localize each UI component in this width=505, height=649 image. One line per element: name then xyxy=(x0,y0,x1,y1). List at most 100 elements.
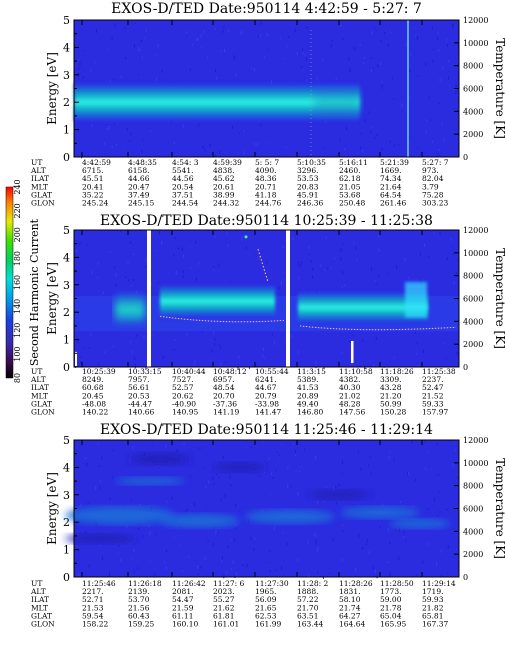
table-cell: 164.64 xyxy=(339,620,365,629)
y2-tick-label: 8000 xyxy=(463,272,483,281)
y2-tick-label: 6000 xyxy=(463,295,483,304)
table-cell: 11:10:58 xyxy=(339,367,373,376)
table-cell: 21.64 xyxy=(380,182,402,191)
table-cell: 52.71 xyxy=(82,595,103,604)
table-cell: 53.53 xyxy=(297,174,319,183)
table-cell: 250.48 xyxy=(339,199,365,208)
table-cell: 7527. xyxy=(172,375,193,384)
y2-tick-label: 12000 xyxy=(463,436,488,445)
table-cell: 5541. xyxy=(172,166,193,175)
colorbar-tick-label: 100 xyxy=(13,346,22,361)
colorbar: 80 100 120 140 160 180 200 220 240 Second Harmoni… xyxy=(5,179,41,383)
colorbar-tick-label: 160 xyxy=(13,275,22,290)
table-cell: 11:26:42 xyxy=(172,579,206,588)
table-row-label: GLON xyxy=(31,199,55,208)
scatter-trace xyxy=(257,249,269,283)
y-tick-label: 0 xyxy=(63,151,70,164)
table-cell: 5:10:35 xyxy=(297,158,326,167)
table-cell: 5: 5: 7 xyxy=(255,158,279,167)
y-tick-label: 3 xyxy=(63,69,70,82)
table-cell: 165.95 xyxy=(380,620,406,629)
chart-title: EXOS-D/TED Date:950114 10:25:39 - 11:25:… xyxy=(100,213,433,229)
intensity-blob-2 xyxy=(245,509,335,524)
table-cell: 973. xyxy=(422,166,439,175)
low-intensity-blob-1 xyxy=(215,462,265,473)
table-cell: -33.98 xyxy=(255,399,279,408)
chart-panel-3: EXOS-D/TED Date:950114 11:25:46 - 11:29:… xyxy=(30,422,505,629)
table-cell: -37.36 xyxy=(213,399,237,408)
table-cell: 4838. xyxy=(213,166,234,175)
data-gap-4 xyxy=(75,351,77,366)
table-cell: 21.62 xyxy=(213,603,235,612)
y-tick-label: 4 xyxy=(63,41,70,54)
table-cell: 6957. xyxy=(213,375,234,384)
colorbar-tick-label: 80 xyxy=(13,373,22,383)
table-cell: 246.36 xyxy=(297,199,323,208)
table-cell: 4:42:59 xyxy=(82,158,111,167)
y-tick-label: 5 xyxy=(63,224,70,237)
table-row-label: ILAT xyxy=(31,383,49,392)
table-row-label: ALT xyxy=(30,166,46,175)
table-cell: 140.66 xyxy=(128,408,154,417)
energy-band-bright xyxy=(405,282,427,318)
table-cell: 20.71 xyxy=(255,182,276,191)
table-cell: 21.52 xyxy=(422,391,444,400)
table-cell: 244.54 xyxy=(172,199,198,208)
table-cell: 8249. xyxy=(82,375,103,384)
y2-tick-label: 12000 xyxy=(463,16,488,25)
y2-tick-label: 10000 xyxy=(463,249,488,258)
table-cell: 5:21:39 xyxy=(380,158,409,167)
table-cell: 161.01 xyxy=(213,620,239,629)
table-cell: 7957. xyxy=(128,375,149,384)
table-cell: 52.47 xyxy=(422,383,444,392)
orbit-table: UTALTILATMLTGLATGLON4:42:596715.45.5120.… xyxy=(30,158,449,208)
table-cell: 60.43 xyxy=(128,611,150,620)
table-row-label: MLT xyxy=(31,603,48,612)
table-cell: 11:27:30 xyxy=(255,579,289,588)
y2-tick-label: 8000 xyxy=(463,482,483,491)
table-row-label: GLON xyxy=(31,620,55,629)
table-row-label: UT xyxy=(31,158,42,167)
orbit-table: UTALTILATMLTGLATGLON11:25:462217.52.7121… xyxy=(30,579,456,629)
y2-tick-label: 0 xyxy=(463,363,468,372)
colorbar-tick-label: 180 xyxy=(13,251,22,266)
table-cell: 49.40 xyxy=(297,399,319,408)
table-cell: 161.99 xyxy=(255,620,281,629)
table-cell: 65.81 xyxy=(422,611,443,620)
table-cell: 1669. xyxy=(380,166,401,175)
y-tick-label: 2 xyxy=(63,516,70,529)
table-cell: 10:48:12 xyxy=(213,367,247,376)
colorbar-tick-label: 140 xyxy=(13,299,22,314)
table-row-label: ILAT xyxy=(31,595,49,604)
table-cell: 53.70 xyxy=(128,595,150,604)
table-cell: 141.47 xyxy=(255,408,281,417)
table-cell: 10:33:15 xyxy=(128,367,162,376)
y-tick-label: 3 xyxy=(63,279,70,292)
table-cell: 37.51 xyxy=(172,190,193,199)
table-cell: 20.45 xyxy=(82,391,104,400)
y2-tick-label: 2000 xyxy=(463,550,483,559)
colorbar-scale xyxy=(5,186,14,379)
data-gap-2 xyxy=(286,230,290,367)
table-cell: 2139. xyxy=(128,587,149,596)
table-cell: 61.11 xyxy=(172,611,193,620)
table-row-label: ALT xyxy=(30,375,46,384)
y-tick-label: 1 xyxy=(63,544,70,557)
table-cell: 38.99 xyxy=(213,190,235,199)
table-cell: 53.68 xyxy=(339,190,361,199)
table-cell: 1773. xyxy=(380,587,401,596)
table-cell: 1831. xyxy=(339,587,360,596)
table-cell: 21.82 xyxy=(422,603,444,612)
table-cell: 20.61 xyxy=(213,182,234,191)
table-cell: 56.09 xyxy=(255,595,277,604)
y-tick-label: 0 xyxy=(63,361,70,374)
table-cell: 157.97 xyxy=(422,408,448,417)
table-cell: 44.66 xyxy=(128,174,150,183)
table-row-label: MLT xyxy=(31,182,48,191)
chart-title: EXOS-D/TED Date:950114 4:42:59 - 5:27: 7 xyxy=(111,1,422,17)
table-cell: 11:28: 2 xyxy=(297,579,329,588)
y2-tick-label: 2000 xyxy=(463,340,483,349)
intensity-blob-1 xyxy=(160,513,240,528)
y-tick-label: 2 xyxy=(63,306,70,319)
